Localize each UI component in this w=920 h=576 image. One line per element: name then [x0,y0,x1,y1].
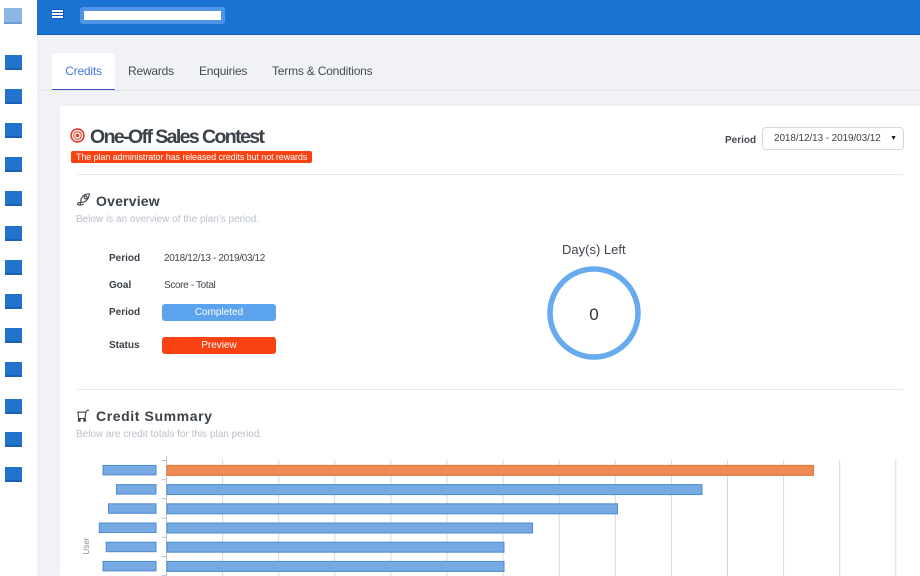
svg-text:User: User [82,537,91,554]
